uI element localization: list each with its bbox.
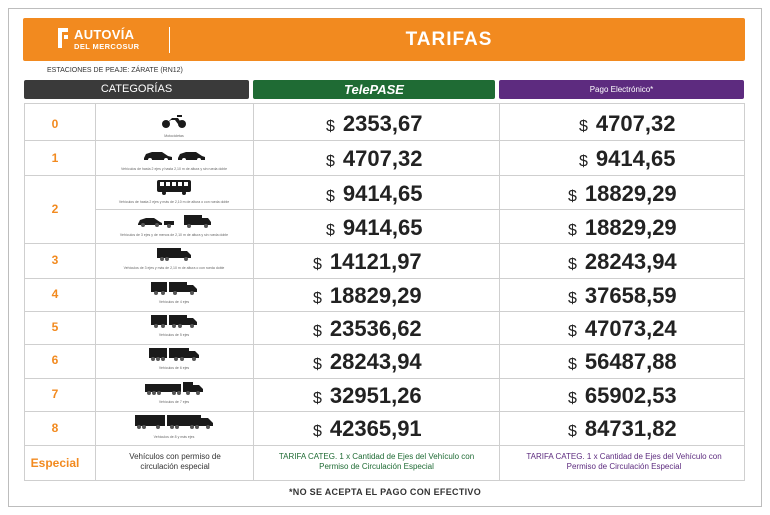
electronic-price: $18829,29: [568, 215, 677, 240]
truck-6-axle-icon: [149, 348, 199, 361]
telepase-price: $32951,26: [313, 383, 422, 408]
page-title: TARIFAS: [405, 29, 493, 50]
vehicle-cell: Motocicletas: [95, 113, 253, 138]
vehicle-caption: Vehículos de hasta 2 ejes y más de 2,10 …: [118, 200, 230, 204]
telepase-price: $14121,97: [313, 249, 422, 274]
car-trailer-truck-icon: [138, 215, 211, 228]
rates-table: 0 Motocicletas $2353,67 $4707,32 1 Vehíc…: [24, 103, 745, 481]
telepase-price: $18829,29: [313, 283, 422, 308]
vehicle-cell: Vehículos de 7 ejes: [95, 381, 253, 404]
telepase-prefix: Tele: [344, 82, 370, 97]
category-label: 2: [51, 202, 59, 216]
vehicle-caption: Vehículos de 4 ejes: [158, 300, 190, 304]
station-label: ESTACIONES DE PEAJE: ZÁRATE (RN12): [47, 67, 183, 74]
header-categories: CATEGORÍAS: [24, 80, 249, 99]
footnote: *NO SE ACEPTA EL PAGO CON EFECTIVO: [288, 487, 482, 497]
vehicle-cell: Vehículos de 8 y más ejes: [95, 414, 253, 439]
header-electronic: Pago Electrónico*: [499, 80, 744, 99]
truck-5-axle-icon: [151, 315, 197, 328]
category-label: 8: [51, 421, 59, 435]
electronic-price: $9414,65: [579, 146, 676, 171]
vehicle-caption: Vehículos de 6 ejes: [158, 366, 190, 370]
logo-mark-icon: [58, 28, 68, 48]
vehicle-caption: Vehículos de 3 ejes y más de 2,10 m de a…: [123, 266, 225, 270]
logo-line2: DEL MERCOSUR: [74, 42, 140, 51]
telepase-price: $9414,65: [326, 215, 423, 240]
vehicle-caption: Vehículos de 3 ejes y de menos de 2,10 m…: [119, 233, 229, 237]
telepase-price: $42365,91: [313, 416, 422, 441]
telepase-price: $23536,62: [313, 316, 422, 341]
motorcycle-icon: [162, 115, 186, 128]
vehicle-cell: Vehículos de 6 ejes: [95, 347, 253, 370]
electronic-price: $28243,94: [568, 249, 677, 274]
banner-divider: [169, 27, 170, 53]
truck-3-axle-icon: [157, 248, 191, 261]
vehicle-caption: Vehículos de hasta 2 ejes y hasta 2,10 m…: [120, 167, 228, 171]
logo-line1: AUTOVÍA: [74, 27, 135, 42]
vehicle-caption: Motocicletas: [164, 134, 184, 138]
header-banner: AUTOVÍA DEL MERCOSUR TARIFAS: [23, 18, 745, 61]
electronic-price: $37658,59: [568, 283, 677, 308]
special-description: Vehículos con permiso de circulación esp…: [129, 452, 221, 471]
vehicle-caption: Vehículos de 5 ejes: [158, 333, 190, 337]
category-label: 1: [51, 151, 59, 165]
telepase-price: $28243,94: [313, 349, 422, 374]
electronic-price: $18829,29: [568, 181, 677, 206]
vehicle-cell: Vehículos de 4 ejes: [95, 281, 253, 304]
telepase-price: $4707,32: [326, 146, 423, 171]
special-electronic-note: TARIFA CATEG. 1 x Cantidad de Ejes del V…: [526, 452, 722, 471]
truck-8-axle-icon: [135, 415, 213, 429]
page-frame: [8, 8, 762, 507]
vehicle-caption: Vehículos de 8 y más ejes: [153, 435, 195, 439]
electronic-price: $65902,53: [568, 383, 677, 408]
electronic-price: $47073,24: [568, 316, 677, 341]
header-telepase: TelePASE: [253, 80, 495, 99]
special-telepase-note: TARIFA CATEG. 1 x Cantidad de Ejes del V…: [278, 452, 475, 471]
vehicle-cell: Vehículos de 3 ejes y de menos de 2,10 m…: [95, 214, 253, 237]
vehicle-cell: Vehículos de 5 ejes: [95, 314, 253, 337]
electronic-price: $84731,82: [568, 416, 677, 441]
category-label: 4: [51, 287, 59, 301]
vehicle-cell: Vehículos de 3 ejes y más de 2,10 m de a…: [95, 247, 253, 270]
category-label: 5: [51, 320, 59, 334]
vehicle-caption: Vehículos de 7 ejes: [158, 400, 190, 404]
cars-icon: [144, 152, 205, 162]
telepase-suffix: PASE: [369, 82, 404, 97]
category-special: Especial: [30, 456, 80, 470]
vehicle-cell: Vehículos de hasta 2 ejes y hasta 2,10 m…: [95, 149, 253, 171]
truck-4-axle-icon: [151, 282, 197, 295]
category-label: 6: [51, 353, 59, 367]
telepase-price: $9414,65: [326, 181, 423, 206]
truck-7-axle-icon: [145, 382, 203, 395]
electronic-price: $56487,88: [568, 349, 677, 374]
bus-icon: [157, 180, 191, 195]
vehicle-cell: Vehículos de hasta 2 ejes y más de 2,10 …: [95, 179, 253, 204]
category-label: 0: [51, 117, 59, 131]
electronic-price: $4707,32: [579, 111, 676, 136]
category-label: 3: [51, 253, 59, 267]
category-label: 7: [51, 387, 59, 401]
telepase-price: $2353,67: [326, 111, 423, 136]
autovia-logo: AUTOVÍA DEL MERCOSUR: [56, 24, 156, 56]
